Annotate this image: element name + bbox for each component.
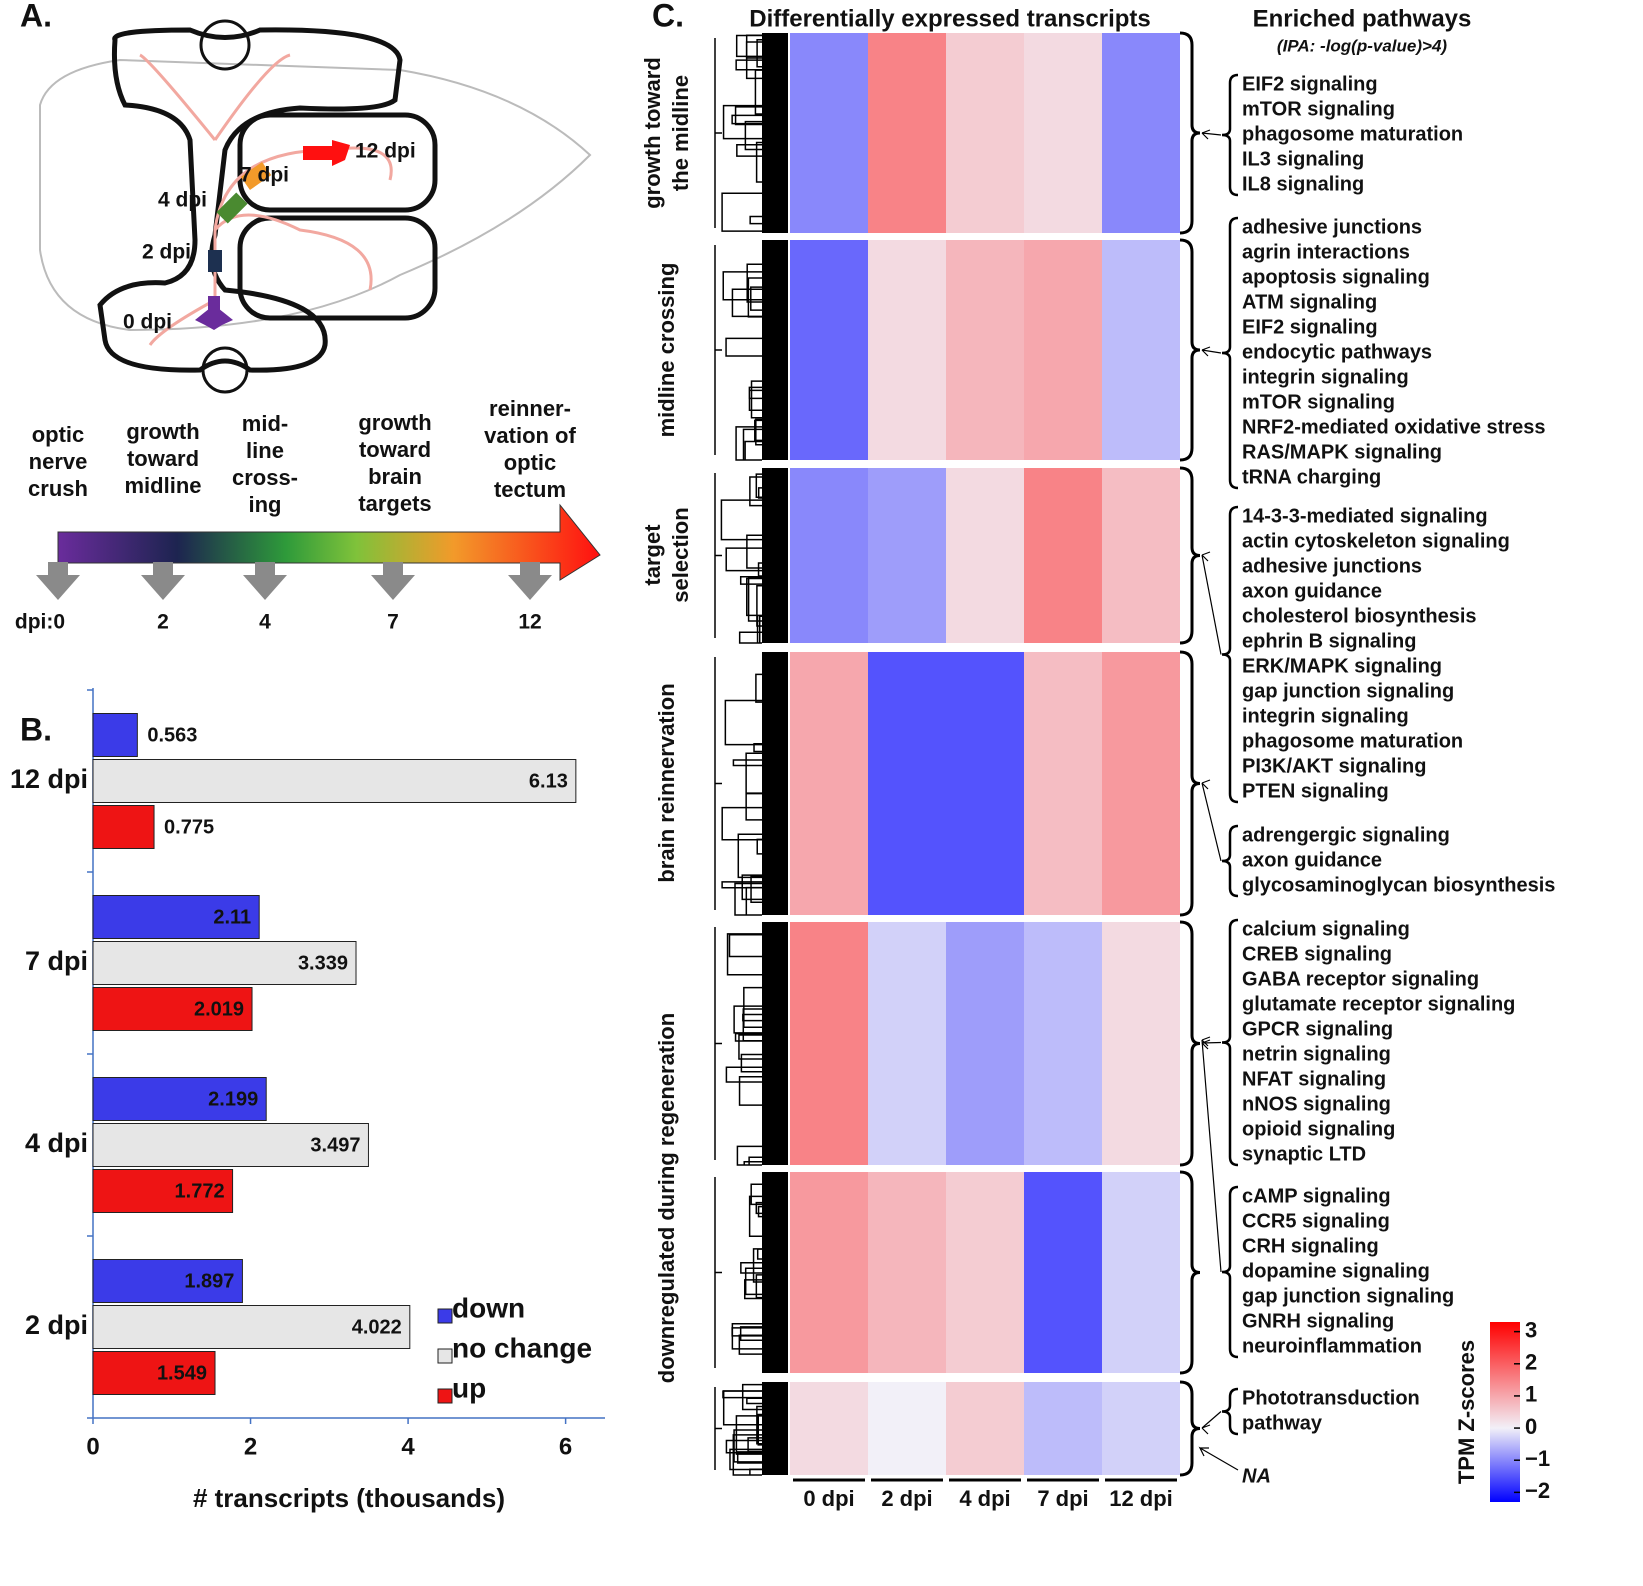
tectum-upper	[237, 112, 438, 213]
marker-7	[240, 161, 272, 191]
dendrogram-leaves	[762, 922, 788, 1165]
head-outline	[39, 58, 592, 332]
dendrogram-leaves	[762, 33, 788, 233]
dendrogram-leaves	[762, 240, 788, 460]
marker-12	[303, 146, 338, 160]
dendrogram	[714, 473, 762, 644]
marker-12-head	[332, 140, 350, 166]
dendrogram	[714, 927, 762, 1166]
eye-bottom	[201, 346, 249, 394]
dendrogram	[714, 657, 762, 916]
dendrogram-leaves	[762, 1172, 788, 1373]
dendrogram	[714, 245, 762, 461]
marker-2	[208, 250, 222, 272]
dendrogram-leaves	[762, 652, 788, 915]
brain-outline	[97, 27, 403, 373]
tectum-lower	[237, 215, 438, 321]
marker-0-star	[195, 305, 233, 330]
marker-4	[216, 192, 248, 224]
dendrogram	[714, 34, 762, 232]
dendrogram-leaves	[762, 468, 788, 643]
dendrogram	[714, 1177, 762, 1368]
diagram-a	[39, 19, 601, 581]
timeline-arrow	[57, 503, 601, 581]
eye-top	[199, 19, 251, 71]
